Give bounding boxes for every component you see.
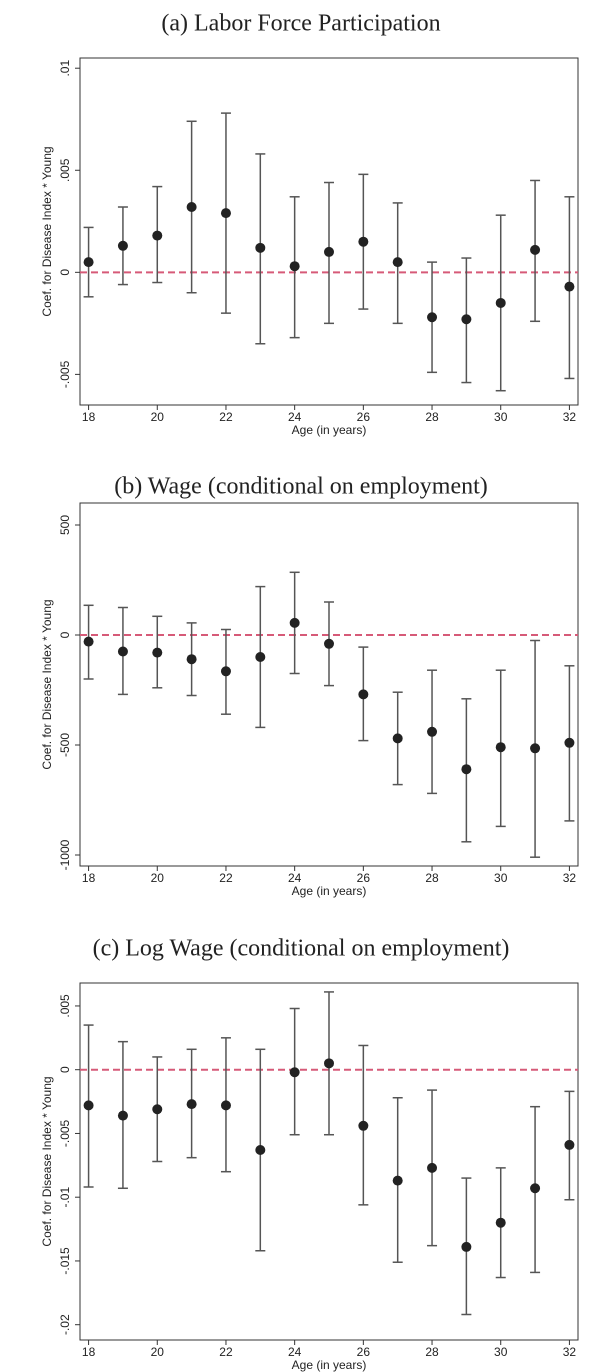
y-tick-label: -.02: [58, 1314, 72, 1335]
point-estimate: [255, 1145, 266, 1156]
point-estimate: [392, 1175, 403, 1186]
point-estimate: [186, 654, 197, 665]
point-estimate: [530, 743, 541, 754]
plot-frame: [79, 502, 579, 867]
point-estimate: [152, 1104, 163, 1115]
x-tick-label: 32: [563, 410, 577, 424]
plot-frame: [79, 57, 579, 406]
point-estimate: [324, 638, 334, 649]
point-estimate: [427, 1162, 438, 1173]
point-estimate: [530, 244, 541, 255]
y-tick-label: -.005: [58, 1119, 72, 1147]
x-tick-label: 20: [151, 1345, 165, 1359]
y-tick-label: -.01: [58, 1187, 72, 1208]
point-estimate: [324, 1058, 334, 1069]
x-tick-label: 24: [288, 871, 302, 885]
x-axis-label: Age (in years): [292, 884, 367, 898]
point-estimate: [255, 652, 266, 662]
y-tick-label: .01: [58, 60, 72, 77]
y-tick-label: -1000: [58, 839, 72, 870]
y-tick-label: -500: [58, 733, 72, 757]
point-estimate: [83, 257, 94, 268]
x-tick-label: 24: [288, 1345, 302, 1359]
point-estimate: [289, 617, 300, 628]
plot-frame: [79, 982, 579, 1341]
point-estimate: [461, 764, 472, 775]
point-estimate: [152, 647, 163, 658]
x-axis-label: Age (in years): [292, 1358, 367, 1372]
point-estimate: [461, 314, 472, 325]
x-axis-label: Age (in years): [292, 423, 367, 437]
point-estimate: [427, 312, 438, 323]
point-estimate: [358, 236, 369, 247]
y-tick-label: 0: [58, 269, 72, 276]
y-tick-label: .005: [58, 994, 72, 1018]
point-estimate: [83, 1100, 94, 1111]
point-estimate: [289, 1067, 300, 1078]
x-tick-label: 32: [563, 871, 577, 885]
x-tick-label: 32: [563, 1345, 577, 1359]
x-tick-label: 22: [219, 871, 233, 885]
point-estimate: [220, 208, 231, 219]
x-tick-label: 22: [219, 1345, 233, 1359]
point-estimate: [83, 636, 94, 647]
x-tick-label: 20: [151, 871, 165, 885]
point-estimate: [392, 257, 403, 268]
point-estimate: [564, 1139, 575, 1150]
point-estimate: [152, 230, 163, 241]
point-estimate: [186, 1099, 197, 1110]
point-estimate: [530, 1183, 541, 1194]
x-tick-label: 26: [357, 410, 371, 424]
point-estimate: [324, 246, 334, 257]
y-tick-label: 500: [58, 515, 72, 535]
point-estimate: [117, 240, 128, 251]
y-axis-label: Coef. for Disease Index * Young: [40, 146, 54, 316]
point-estimate: [392, 733, 403, 744]
point-estimate: [358, 689, 369, 700]
y-tick-label: .005: [58, 158, 72, 182]
x-tick-label: 28: [425, 871, 439, 885]
point-estimate: [220, 1100, 231, 1111]
panel-title: (b) Wage (conditional on employment): [114, 474, 488, 500]
point-estimate: [461, 1241, 472, 1252]
y-axis-label: Coef. for Disease Index * Young: [40, 1076, 54, 1246]
x-tick-label: 26: [357, 871, 371, 885]
x-tick-label: 28: [425, 1345, 439, 1359]
point-estimate: [427, 726, 438, 737]
y-axis-label: Coef. for Disease Index * Young: [40, 599, 54, 769]
point-estimate: [564, 737, 575, 748]
x-tick-label: 30: [494, 410, 508, 424]
point-estimate: [255, 242, 266, 253]
x-tick-label: 24: [288, 410, 302, 424]
point-estimate: [495, 297, 506, 308]
x-tick-label: 20: [151, 410, 165, 424]
point-estimate: [289, 261, 300, 272]
y-tick-label: -.005: [58, 360, 72, 388]
x-tick-label: 22: [219, 410, 233, 424]
panel-title: (c) Log Wage (conditional on employment): [93, 936, 510, 962]
x-tick-label: 18: [82, 410, 96, 424]
point-estimate: [495, 1217, 506, 1228]
x-tick-label: 28: [425, 410, 439, 424]
point-estimate: [186, 202, 197, 213]
panel-title: (a) Labor Force Participation: [161, 11, 440, 37]
y-tick-label: -.015: [58, 1247, 72, 1275]
x-tick-label: 26: [357, 1345, 371, 1359]
y-tick-label: 0: [58, 1066, 72, 1073]
point-estimate: [117, 1110, 128, 1121]
point-estimate: [564, 281, 575, 292]
point-estimate: [117, 646, 128, 657]
x-tick-label: 30: [494, 871, 508, 885]
point-estimate: [495, 742, 506, 753]
point-estimate: [358, 1120, 369, 1131]
x-tick-label: 18: [82, 1345, 96, 1359]
x-tick-label: 18: [82, 871, 96, 885]
x-tick-label: 30: [494, 1345, 508, 1359]
point-estimate: [220, 666, 231, 677]
y-tick-label: 0: [58, 631, 72, 638]
